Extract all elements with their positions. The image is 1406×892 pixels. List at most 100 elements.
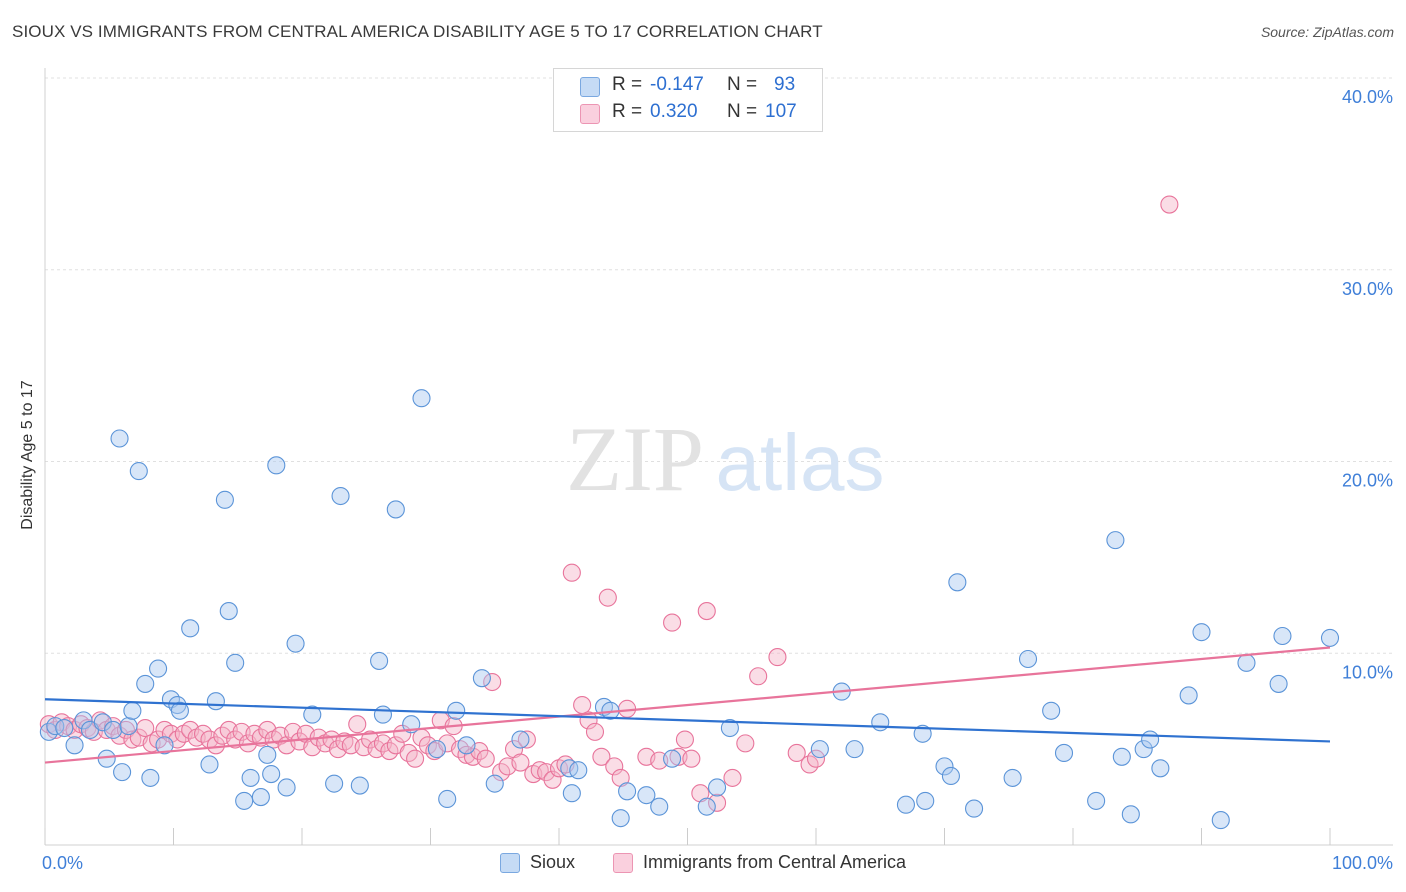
sioux-point [447, 701, 466, 720]
legend-row-sioux: R = -0.147 N = 93 [554, 74, 822, 100]
sioux-point [170, 701, 189, 720]
sioux-point [251, 788, 270, 807]
sioux-point [637, 786, 656, 805]
sioux-point [427, 740, 446, 759]
sioux-point [331, 486, 350, 506]
central-america-point [123, 730, 142, 749]
watermark-zip: ZIP [566, 408, 704, 510]
sioux-point [1269, 674, 1288, 693]
sioux-point [350, 776, 369, 795]
central-america-point [483, 672, 502, 692]
sioux-point [720, 718, 739, 738]
sioux-point [485, 774, 504, 793]
sioux-point [181, 619, 200, 638]
sioux-point [155, 736, 174, 755]
sioux-point [457, 736, 476, 755]
central-america-trend-line [44, 646, 1331, 764]
legend-n-label: N = [727, 101, 758, 122]
x-tick-label: 100.0% [1332, 853, 1393, 873]
sioux-point [104, 720, 123, 740]
sioux-point [697, 797, 716, 816]
sioux-point [511, 730, 530, 749]
axes [44, 68, 1393, 846]
x-tick-label: 0.0% [42, 853, 83, 873]
central-america-point [768, 648, 787, 667]
y-tick-label: 40.0% [1342, 87, 1393, 107]
central-america-point [530, 761, 549, 780]
central-america-point [562, 563, 581, 582]
tick-labels: 10.0% 20.0% 30.0% 40.0% 0.0% 100.0% [42, 87, 1393, 873]
sioux-point [810, 740, 829, 759]
central-america-point [592, 747, 611, 766]
central-america-point [605, 757, 624, 776]
sioux-point [119, 717, 138, 736]
bottom-legend-swatch-sioux [500, 853, 520, 873]
sioux-point [611, 809, 630, 828]
central-america-point [573, 695, 592, 715]
sioux-point [965, 799, 984, 818]
central-america-point [663, 613, 682, 632]
bottom-legend-label-sioux: Sioux [530, 852, 576, 872]
sioux-point [46, 717, 65, 736]
sioux-point [74, 711, 93, 730]
sioux-point [129, 462, 148, 481]
y-tick-label: 10.0% [1342, 662, 1393, 682]
sioux-point [141, 768, 160, 787]
central-america-point [406, 749, 425, 768]
sioux-point [303, 705, 322, 724]
sioux-point [1112, 747, 1131, 766]
legend-r-value: -0.147 [650, 74, 704, 95]
central-america-point [806, 749, 826, 768]
sioux-point [93, 713, 112, 732]
sioux-point [113, 763, 132, 782]
sioux-point [373, 705, 393, 724]
sioux-point [235, 791, 254, 810]
sioux-point [1121, 805, 1140, 824]
legend-swatch-sioux [580, 77, 600, 97]
sioux-point [149, 659, 168, 678]
sioux-point [277, 778, 296, 797]
sioux-point [1054, 743, 1074, 763]
trend-lines [44, 646, 1331, 764]
watermark-atlas: atlas [716, 418, 885, 507]
legend-r-label: R = [612, 101, 643, 122]
central-america-points [39, 195, 1179, 812]
sioux-point [1273, 626, 1292, 646]
sioux-point [55, 718, 74, 738]
central-america-point [511, 753, 530, 772]
central-america-point [675, 730, 694, 749]
sioux-point [941, 766, 960, 786]
y-tick-label: 20.0% [1342, 471, 1393, 491]
sioux-point [438, 789, 457, 809]
sioux-point [562, 784, 581, 803]
sioux-point [386, 500, 405, 519]
sioux-point [262, 765, 281, 784]
sioux-point [913, 724, 932, 743]
legend-r-value: 0.320 [650, 101, 698, 122]
sioux-point [708, 778, 727, 797]
sioux-point [1211, 811, 1230, 830]
legend-swatch-central [580, 104, 600, 124]
sioux-point [286, 634, 305, 653]
sioux-point [935, 757, 954, 776]
sioux-point [1134, 740, 1153, 759]
bottom-legend-swatch-central [613, 853, 633, 873]
central-america-point [787, 743, 806, 763]
sioux-point [916, 791, 935, 810]
gridlines [45, 77, 1393, 654]
sioux-point [206, 692, 225, 711]
y-tick-label: 30.0% [1342, 279, 1393, 299]
sioux-point [1087, 791, 1106, 810]
central-america-point [598, 588, 617, 607]
central-america-point [708, 793, 727, 812]
sioux-point [267, 456, 286, 475]
sioux-point [219, 602, 238, 621]
central-america-point [697, 602, 716, 621]
y-axis-label: Disability Age 5 to 17 [19, 380, 36, 530]
sioux-point [1237, 653, 1256, 672]
sioux-points [39, 389, 1340, 830]
central-america-point [206, 736, 225, 755]
legend-r-label: R = [612, 74, 643, 95]
sioux-point [871, 713, 890, 732]
sioux-point [97, 749, 116, 768]
